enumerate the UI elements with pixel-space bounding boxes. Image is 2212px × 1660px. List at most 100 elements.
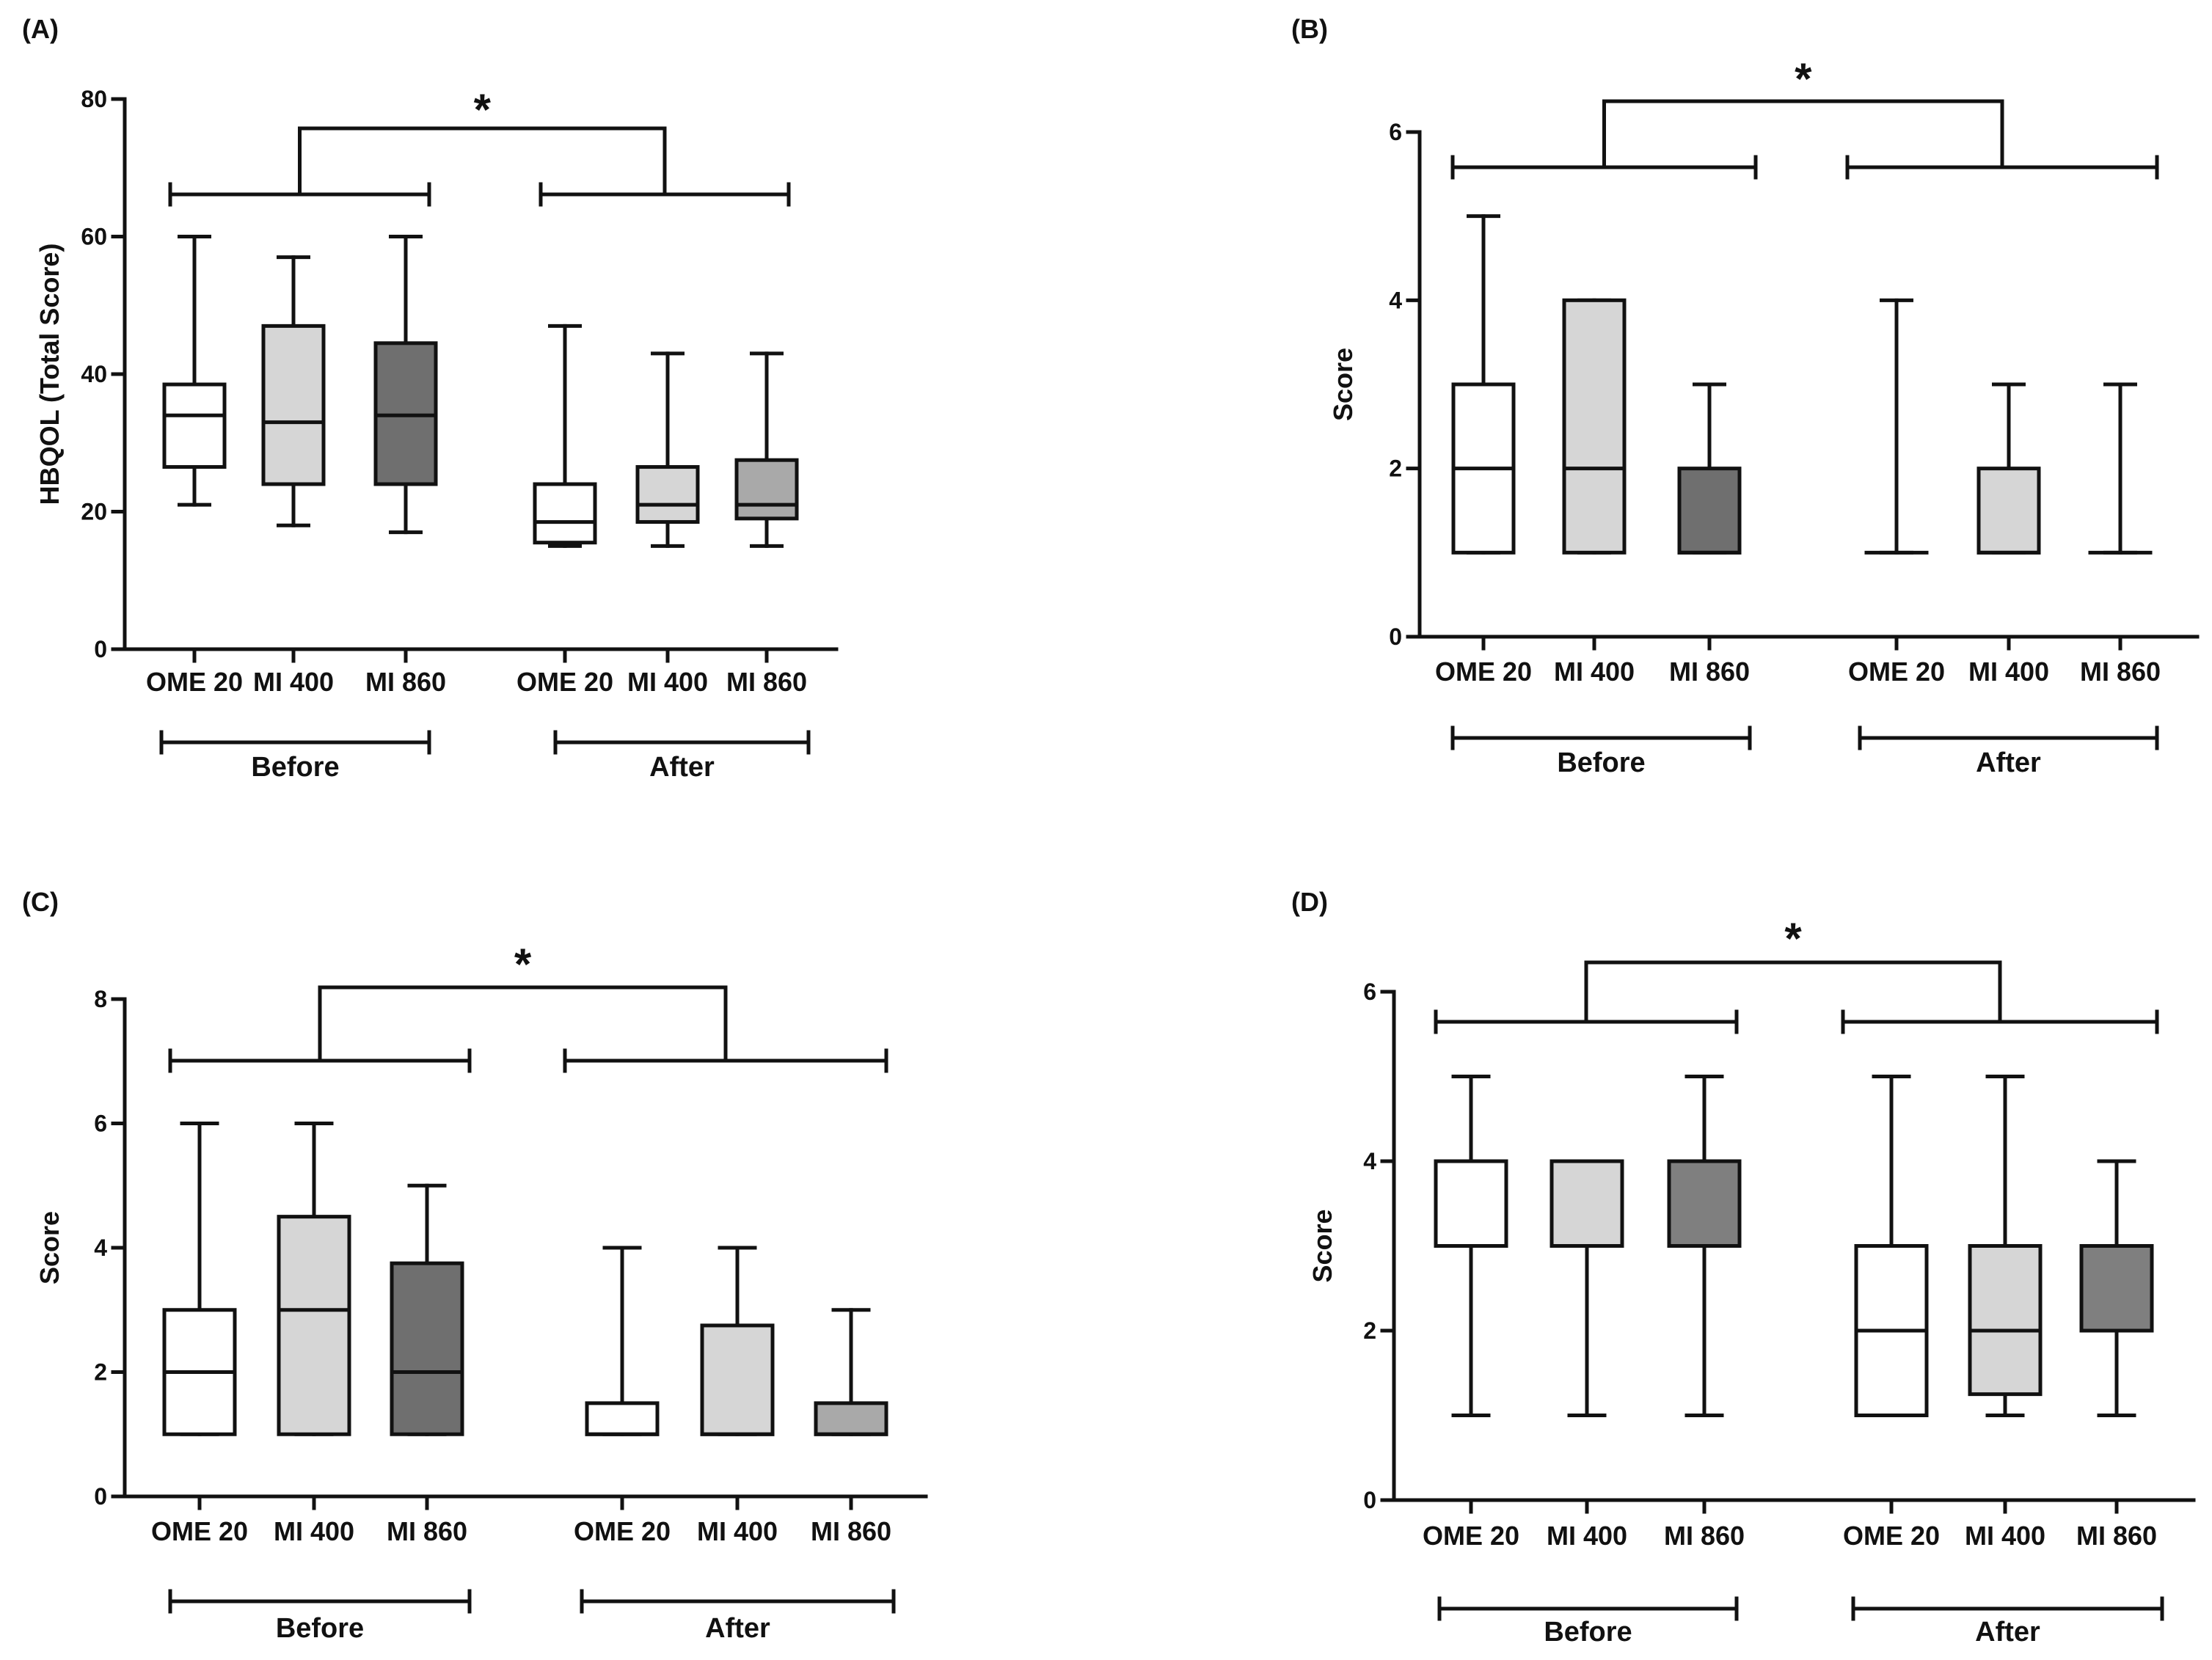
category-label: OME 20 [1843,1521,1940,1551]
group-label: After [1975,1617,2040,1648]
iqr-box [635,465,700,524]
box-after-mi-400: MI 400 [1965,1075,2045,1551]
category-label: OME 20 [1423,1521,1519,1551]
y-axis-title: Score [1307,1209,1337,1282]
box-before-ome-20: OME 20 [146,235,243,697]
group-bracket-before [168,1589,472,1614]
y-tick-label: 40 [81,361,107,387]
iqr-box [390,1261,464,1436]
iqr-box [2079,1244,2154,1333]
significance-connector [318,985,728,1063]
box-before-mi-860: MI 860 [1669,382,1750,687]
y-tick-label: 4 [94,1235,107,1261]
category-label: MI 860 [2080,657,2161,687]
box-after-mi-860: MI 860 [2080,382,2161,687]
y-tick-label: 2 [94,1359,107,1386]
category-label: OME 20 [146,667,243,697]
category-label: OME 20 [517,667,613,697]
y-tick-label: 80 [81,86,107,112]
iqr-box [1976,467,2041,555]
group-bracket-before [1450,725,1752,750]
iqr-box [277,1215,351,1436]
category-label: MI 860 [726,667,807,697]
category-label: MI 860 [2076,1521,2157,1551]
category-label: MI 860 [387,1516,467,1546]
y-tick-label: 0 [94,1483,107,1510]
panel-label: (D) [1291,887,1328,917]
iqr-box [734,458,799,521]
box-before-mi-400: MI 400 [1554,298,1635,687]
panel-a: (A) 0 20 40 60 80 HBQOL (Total Score) OME 20 MI … [22,14,839,783]
iqr-box [1667,1159,1742,1248]
significance-connector [298,126,667,197]
y-tick-label: 4 [1363,1148,1376,1174]
box-after-mi-860: MI 860 [2076,1159,2157,1551]
box-before-mi-400: MI 400 [253,255,334,697]
category-label: OME 20 [151,1516,248,1546]
box-after-mi-400: MI 400 [1968,382,2049,687]
iqr-box [1562,298,1627,555]
group-bracket-after [1851,1596,2164,1621]
box-after-mi-860: MI 860 [726,351,807,697]
iqr-box [700,1323,775,1436]
panel-label: (C) [22,887,59,917]
box-before-mi-860: MI 860 [365,235,446,697]
box-after-mi-860: MI 860 [811,1308,891,1546]
box-before-mi-860: MI 860 [387,1183,467,1546]
panel-label: (A) [22,14,59,44]
significance-star: * [514,940,532,989]
iqr-box [162,382,227,469]
iqr-box [1968,1244,2043,1397]
y-tick-label: 6 [94,1111,107,1137]
iqr-box [585,1401,660,1436]
category-label: MI 860 [1669,657,1750,687]
panel-c: (C) 0 2 4 6 8 Score OME 20 MI 400 MI 860 Before OME… [22,887,928,1644]
iqr-box [814,1401,888,1436]
significance-star: * [1784,914,1802,963]
group-label: After [649,752,715,783]
category-label: OME 20 [574,1516,671,1546]
category-label: OME 20 [1848,657,1945,687]
box-after-ome-20: OME 20 [1843,1075,1940,1551]
category-label: MI 860 [1664,1521,1745,1551]
iqr-box [1434,1159,1508,1248]
y-tick-label: 0 [94,636,107,662]
y-axis-title: Score [34,1211,65,1284]
y-tick-label: 6 [1389,119,1402,145]
y-tick-label: 2 [1389,456,1402,482]
category-label: MI 860 [365,667,446,697]
y-tick-label: 4 [1389,287,1402,313]
group-label: After [1976,747,2041,778]
group-bracket-before [1437,1596,1739,1621]
box-after-mi-400: MI 400 [697,1246,778,1546]
group-bracket-before [159,730,431,755]
iqr-box [261,323,326,486]
y-tick-label: 60 [81,224,107,250]
category-label: MI 400 [1965,1521,2045,1551]
group-label: After [705,1613,770,1644]
group-bracket-after [1858,725,2159,750]
group-label: Before [276,1613,364,1644]
significance-connector [1584,960,2002,1024]
category-label: MI 400 [274,1516,354,1546]
y-tick-label: 20 [81,499,107,525]
panel-label: (B) [1291,14,1328,44]
category-label: MI 860 [811,1516,891,1546]
box-before-ome-20: OME 20 [1435,214,1532,687]
iqr-box [1550,1159,1624,1248]
category-label: MI 400 [1547,1521,1627,1551]
group-bracket-after [553,730,811,755]
category-label: MI 400 [1554,657,1635,687]
significance-connector [1602,99,2004,169]
y-tick-label: 0 [1389,624,1402,650]
group-label: Before [1557,747,1645,778]
y-axis-title: HBQOL (Total Score) [34,244,65,505]
y-tick-label: 2 [1363,1317,1376,1344]
group-label: Before [1544,1617,1632,1648]
box-before-ome-20: OME 20 [151,1122,248,1546]
box-before-ome-20: OME 20 [1423,1075,1519,1551]
y-tick-label: 0 [1363,1487,1376,1513]
category-label: MI 400 [697,1516,778,1546]
significance-star: * [1795,54,1812,103]
